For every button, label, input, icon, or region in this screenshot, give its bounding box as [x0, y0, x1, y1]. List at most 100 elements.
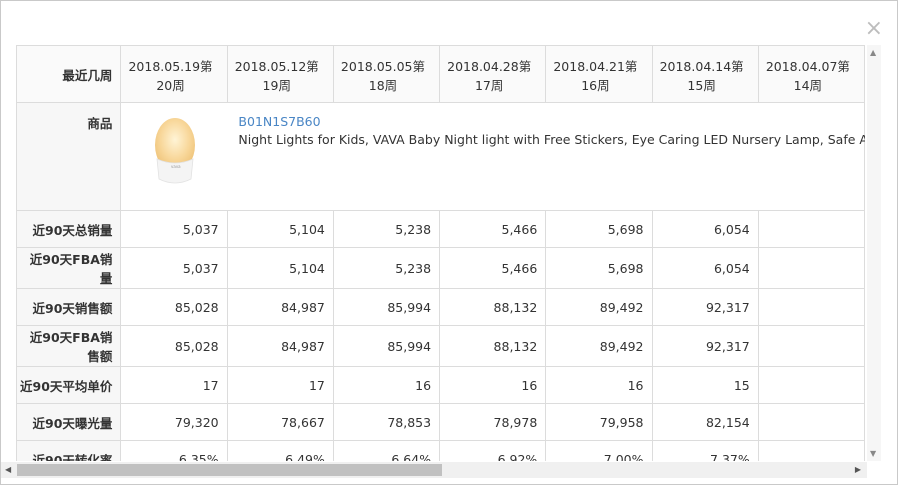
scroll-left-icon[interactable]: ◀: [5, 465, 12, 474]
table-cell: 6.35%: [120, 440, 228, 461]
table-cell: 88,132: [439, 325, 547, 367]
table-cell: 88,132: [439, 288, 547, 326]
product-title: Night Lights for Kids, VAVA Baby Night l…: [238, 132, 865, 147]
scroll-up-icon[interactable]: ▲: [870, 48, 877, 57]
table-cell: 92,317: [651, 325, 759, 367]
table-cell: 6,054: [651, 247, 759, 289]
week-header-cell: 2018.05.05第 18周: [332, 45, 441, 103]
table-row: 近90天转化率 6.35% 6.49% 6.64% 6.92% 7.00% 7.…: [16, 440, 865, 461]
table-cell: [757, 366, 865, 404]
week-date: 2018.05.05第: [340, 58, 425, 74]
table-cell: 16: [545, 366, 653, 404]
week-number: 17周: [474, 77, 504, 93]
table-cell: 7.00%: [545, 440, 653, 461]
close-icon[interactable]: ×: [864, 16, 883, 41]
table-cell: 5,238: [332, 210, 441, 248]
product-image: vava: [155, 118, 196, 184]
table-cell: 5,037: [120, 210, 228, 248]
table-row: 近90天总销量 5,037 5,104 5,238 5,466 5,698 6,…: [16, 210, 865, 248]
table-cell: 16: [332, 366, 441, 404]
table-cell: 17: [120, 366, 228, 404]
table-cell: 85,994: [332, 325, 441, 367]
week-header-cell: 2018.04.28第 17周: [439, 45, 547, 103]
table-cell: 6.92%: [439, 440, 547, 461]
week-date: 2018.05.12第: [234, 58, 319, 74]
table-cell: 17: [226, 366, 334, 404]
table-cell: [757, 403, 865, 441]
table-cell: 78,667: [226, 403, 334, 441]
table-cell: 89,492: [545, 325, 653, 367]
scrollbar-thumb[interactable]: [17, 464, 442, 476]
table-row: 近90天平均单价 17 17 16 16 16 15: [16, 366, 865, 404]
weekly-sales-table: 最近几周 2018.05.19第 20周 2018.05.12第 19周 2018.…: [16, 45, 865, 461]
table-row: 近90天FBA销售额 85,028 84,987 85,994 88,132 8…: [16, 325, 865, 367]
week-number: 20周: [156, 77, 185, 93]
row-label: 近90天平均单价: [16, 366, 122, 404]
table-cell: 82,154: [651, 403, 759, 441]
brand-mark: vava: [171, 164, 181, 169]
table-cell: 79,320: [120, 403, 228, 441]
week-number: 18周: [368, 77, 398, 93]
table-cell: 85,028: [120, 288, 228, 326]
table-cell: 5,238: [332, 247, 441, 289]
table-cell: 15: [651, 366, 759, 404]
table-cell: 6.49%: [226, 440, 334, 461]
table-cell: 5,037: [120, 247, 228, 289]
scroll-down-icon[interactable]: ▼: [870, 449, 877, 458]
table-cell: 6.64%: [332, 440, 441, 461]
product-info: vava B01N1S7B60 Night Lights for Kids, V…: [121, 103, 865, 199]
table-cell: 5,466: [439, 247, 547, 289]
table-cell: 79,958: [545, 403, 653, 441]
table-cell: 16: [439, 366, 547, 404]
week-date: 2018.04.14第: [659, 58, 744, 74]
row-label: 近90天转化率: [16, 440, 122, 461]
table-cell: [757, 440, 865, 461]
table-row: 近90天FBA销量 5,037 5,104 5,238 5,466 5,698 …: [16, 247, 865, 289]
table-row: 近90天曝光量 79,320 78,667 78,853 78,978 79,9…: [16, 403, 865, 441]
table-row: 近90天销售额 85,028 84,987 85,994 88,132 89,4…: [16, 288, 865, 326]
table-cell: 78,978: [439, 403, 547, 441]
week-date: 2018.04.21第: [553, 58, 638, 74]
table-cell: [757, 325, 865, 367]
table-cell: 5,466: [439, 210, 547, 248]
table-cell: 7.37%: [651, 440, 759, 461]
table-cell: 85,028: [120, 325, 228, 367]
table-cell: 5,104: [226, 210, 334, 248]
table-cell: 92,317: [651, 288, 759, 326]
row-label: 近90天销售额: [16, 288, 122, 326]
week-number: 19周: [262, 77, 291, 93]
week-header-cell: 2018.04.14第 15周: [651, 45, 759, 103]
table-cell: 6,054: [651, 210, 759, 248]
table-cell: 5,104: [226, 247, 334, 289]
table-cell: [757, 288, 865, 326]
table-cell: [757, 210, 865, 248]
table-cell: 84,987: [226, 325, 334, 367]
product-label: 商品: [16, 102, 122, 211]
week-header-cell: 2018.04.21第 16周: [545, 45, 653, 103]
week-header-cell: 2018.05.19第 20周: [120, 45, 228, 103]
table-cell: 89,492: [545, 288, 653, 326]
row-label: 近90天FBA销售额: [16, 325, 122, 367]
horizontal-scrollbar[interactable]: ◀ ▶: [1, 462, 867, 478]
row-label: 近90天FBA销量: [16, 247, 122, 289]
week-date: 2018.05.19第: [128, 58, 213, 74]
vertical-scrollbar[interactable]: ▲ ▼: [867, 45, 881, 461]
week-number: 16周: [581, 77, 610, 93]
table-cell: 78,853: [332, 403, 441, 441]
week-header-cell: 2018.04.07第 14周: [757, 45, 865, 103]
row-label: 近90天曝光量: [16, 403, 122, 441]
scroll-right-icon[interactable]: ▶: [854, 465, 861, 474]
week-number: 14周: [793, 77, 823, 93]
product-row: 商品: [16, 102, 865, 211]
week-number: 15周: [687, 77, 716, 93]
table-cell: 5,698: [545, 247, 653, 289]
week-date: 2018.04.28第: [447, 58, 532, 74]
week-date: 2018.04.07第: [765, 58, 850, 74]
table-cell: 84,987: [226, 288, 334, 326]
week-header-row: 最近几周 2018.05.19第 20周 2018.05.12第 19周 2018.…: [16, 45, 865, 103]
table-viewport: 最近几周 2018.05.19第 20周 2018.05.12第 19周 2018.…: [16, 45, 865, 461]
table-cell: [757, 247, 865, 289]
week-header-label: 最近几周: [16, 45, 122, 103]
product-asin-link[interactable]: B01N1S7B60: [238, 114, 321, 129]
